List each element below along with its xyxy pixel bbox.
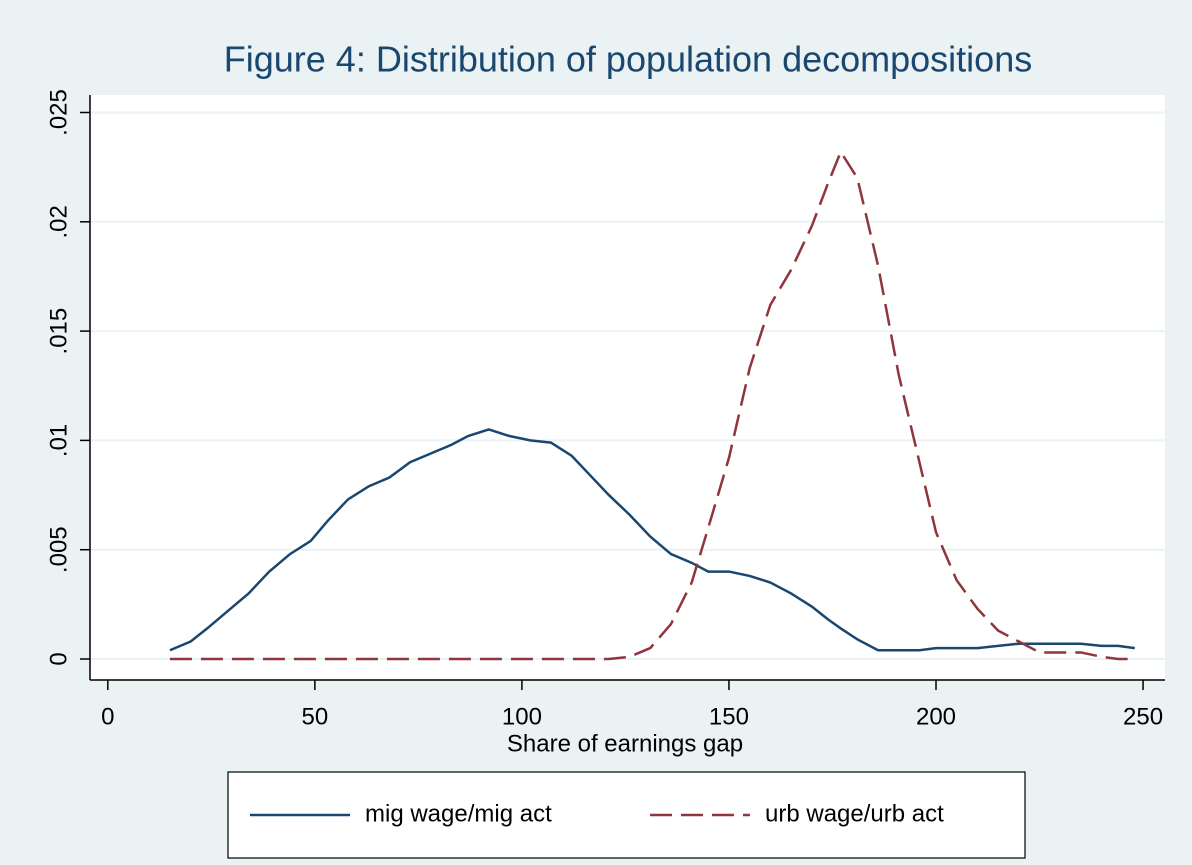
x-tick-label: 150 (709, 703, 749, 730)
line-series (169, 428, 1135, 652)
x-axis-label: Share of earnings gap (507, 730, 743, 757)
legend-label: mig wage/mig act (365, 800, 552, 827)
y-tick-label: .01 (45, 424, 72, 457)
legend-label: urb wage/urb act (765, 800, 944, 827)
x-tick-label: 0 (101, 703, 114, 730)
x-tick-label: 250 (1123, 703, 1163, 730)
x-tick-label: 200 (916, 703, 956, 730)
y-tick-label: .02 (45, 205, 72, 238)
y-tick-label: .015 (45, 308, 72, 355)
plot-area (90, 95, 1165, 680)
legend-box (227, 771, 1026, 859)
x-tick-label: 50 (302, 703, 329, 730)
y-tick-label: 0 (45, 652, 72, 665)
y-tick-label: .025 (45, 89, 72, 136)
line-series (169, 149, 1135, 661)
chart-title: Figure 4: Distribution of population dec… (224, 39, 1032, 80)
y-tick-label: .005 (45, 526, 72, 573)
x-tick-label: 100 (502, 703, 542, 730)
